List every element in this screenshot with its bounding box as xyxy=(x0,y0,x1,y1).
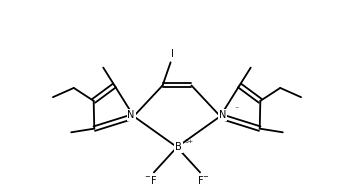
Text: B: B xyxy=(175,142,182,152)
Text: F$^{-}$: F$^{-}$ xyxy=(197,174,210,186)
Text: $⁻$: $⁻$ xyxy=(234,102,240,111)
Text: $^{-}$F: $^{-}$F xyxy=(144,174,157,186)
Text: 3+: 3+ xyxy=(184,139,194,144)
Text: I: I xyxy=(171,49,173,59)
Text: N: N xyxy=(219,110,227,120)
Text: N: N xyxy=(127,110,135,120)
